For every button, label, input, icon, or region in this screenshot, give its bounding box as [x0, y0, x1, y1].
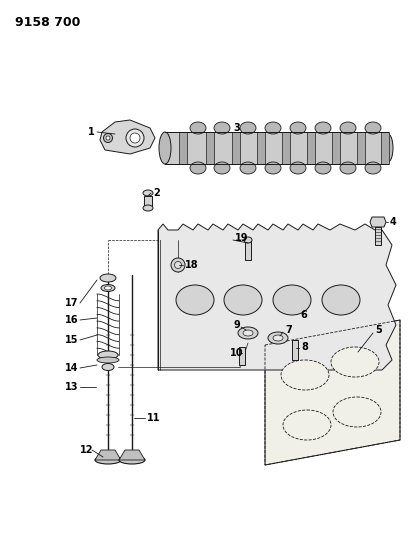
Ellipse shape [240, 122, 256, 134]
Text: 2: 2 [153, 188, 160, 198]
Ellipse shape [238, 327, 258, 339]
Polygon shape [119, 450, 145, 460]
Ellipse shape [176, 285, 214, 315]
Bar [144, 196, 152, 208]
Ellipse shape [130, 133, 140, 143]
Text: 4: 4 [390, 217, 397, 227]
Ellipse shape [281, 360, 329, 390]
Text: 1: 1 [88, 127, 95, 137]
Ellipse shape [104, 286, 111, 290]
Ellipse shape [104, 133, 113, 142]
Polygon shape [100, 120, 155, 154]
Text: 5: 5 [375, 325, 382, 335]
Text: 13: 13 [65, 382, 79, 392]
Bar [282, 132, 290, 164]
Ellipse shape [315, 162, 331, 174]
Ellipse shape [243, 330, 253, 336]
Ellipse shape [214, 122, 230, 134]
Ellipse shape [175, 262, 182, 269]
Ellipse shape [265, 122, 281, 134]
Ellipse shape [290, 122, 306, 134]
Ellipse shape [268, 332, 288, 344]
Ellipse shape [101, 285, 115, 292]
Ellipse shape [100, 274, 116, 282]
Ellipse shape [143, 190, 153, 196]
Bar [206, 132, 214, 164]
Text: 12: 12 [80, 445, 93, 455]
Bar [179, 132, 187, 164]
Ellipse shape [340, 122, 356, 134]
Ellipse shape [265, 162, 281, 174]
Text: 15: 15 [65, 335, 79, 345]
Text: 9: 9 [233, 320, 240, 330]
Ellipse shape [331, 347, 379, 377]
Text: 10: 10 [230, 348, 243, 358]
Text: 6: 6 [300, 310, 307, 320]
Ellipse shape [102, 364, 114, 370]
Ellipse shape [171, 258, 185, 272]
Text: 14: 14 [65, 363, 79, 373]
Bar [257, 132, 265, 164]
Text: 18: 18 [185, 260, 199, 270]
Ellipse shape [273, 335, 283, 341]
Ellipse shape [98, 351, 118, 359]
Ellipse shape [214, 162, 230, 174]
Ellipse shape [224, 285, 262, 315]
Text: 3: 3 [233, 123, 240, 133]
Ellipse shape [315, 122, 331, 134]
Polygon shape [165, 132, 388, 164]
Ellipse shape [190, 162, 206, 174]
Text: 11: 11 [147, 413, 161, 423]
Ellipse shape [240, 162, 256, 174]
Bar [375, 227, 381, 245]
Ellipse shape [283, 410, 331, 440]
Ellipse shape [159, 132, 171, 164]
Text: 17: 17 [65, 298, 79, 308]
Ellipse shape [383, 134, 393, 162]
Polygon shape [158, 224, 396, 370]
Text: 16: 16 [65, 315, 79, 325]
Text: 19: 19 [235, 233, 249, 243]
Ellipse shape [190, 122, 206, 134]
Bar [381, 132, 389, 164]
Text: 7: 7 [285, 325, 292, 335]
Polygon shape [370, 217, 386, 227]
Bar [307, 132, 315, 164]
Ellipse shape [106, 136, 110, 140]
Polygon shape [265, 320, 400, 465]
Ellipse shape [365, 162, 381, 174]
Bar [357, 132, 365, 164]
Ellipse shape [273, 285, 311, 315]
Ellipse shape [95, 456, 121, 464]
Ellipse shape [365, 122, 381, 134]
Ellipse shape [290, 162, 306, 174]
Bar [239, 347, 245, 365]
Bar [232, 132, 240, 164]
Ellipse shape [333, 397, 381, 427]
Ellipse shape [143, 205, 153, 211]
Ellipse shape [322, 285, 360, 315]
Ellipse shape [126, 129, 144, 147]
Text: 8: 8 [301, 342, 308, 352]
Bar [245, 240, 251, 260]
Text: 9158 700: 9158 700 [15, 15, 81, 28]
Ellipse shape [97, 357, 119, 363]
Ellipse shape [119, 456, 145, 464]
Ellipse shape [244, 237, 252, 243]
Bar [332, 132, 340, 164]
Polygon shape [95, 450, 121, 460]
Ellipse shape [340, 162, 356, 174]
Bar [292, 340, 298, 360]
